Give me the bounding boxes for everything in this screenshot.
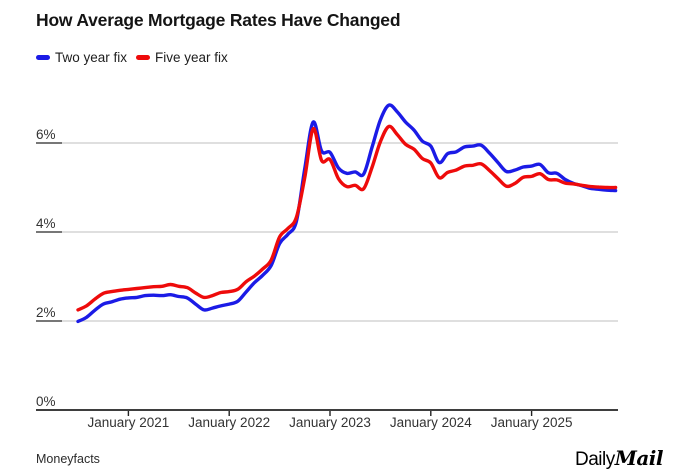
- y-axis-label: 0%: [36, 394, 56, 409]
- legend-label-five-year-fix: Five year fix: [155, 50, 228, 65]
- x-axis-label: January 2024: [390, 415, 472, 430]
- series-line-five-year-fix: [76, 124, 618, 312]
- y-axis-label: 4%: [36, 216, 56, 231]
- y-axis-label: 2%: [36, 305, 56, 320]
- series-line-two-year-fix: [76, 103, 618, 324]
- legend: Two year fix Five year fix: [36, 50, 228, 65]
- logo-mail-text: Mail: [614, 446, 664, 470]
- x-axis-label: January 2022: [188, 415, 270, 430]
- five-year-fix-swatch: [136, 55, 151, 60]
- x-axis-label: January 2025: [491, 415, 573, 430]
- legend-label-two-year-fix: Two year fix: [55, 50, 128, 65]
- legend-item-five-year-fix: Five year fix: [136, 50, 228, 65]
- source-credit: Moneyfacts: [36, 452, 100, 466]
- dailymail-logo: DailyMail: [574, 446, 664, 471]
- x-axis-label: January 2021: [87, 415, 169, 430]
- x-axis-label: January 2023: [289, 415, 371, 430]
- y-axis-label: 6%: [36, 127, 56, 142]
- legend-item-two-year-fix: Two year fix: [36, 50, 127, 65]
- two-year-fix-swatch: [36, 55, 50, 60]
- page-title: How Average Mortgage Rates Have Changed: [36, 10, 401, 30]
- logo-daily-text: Daily: [574, 449, 615, 470]
